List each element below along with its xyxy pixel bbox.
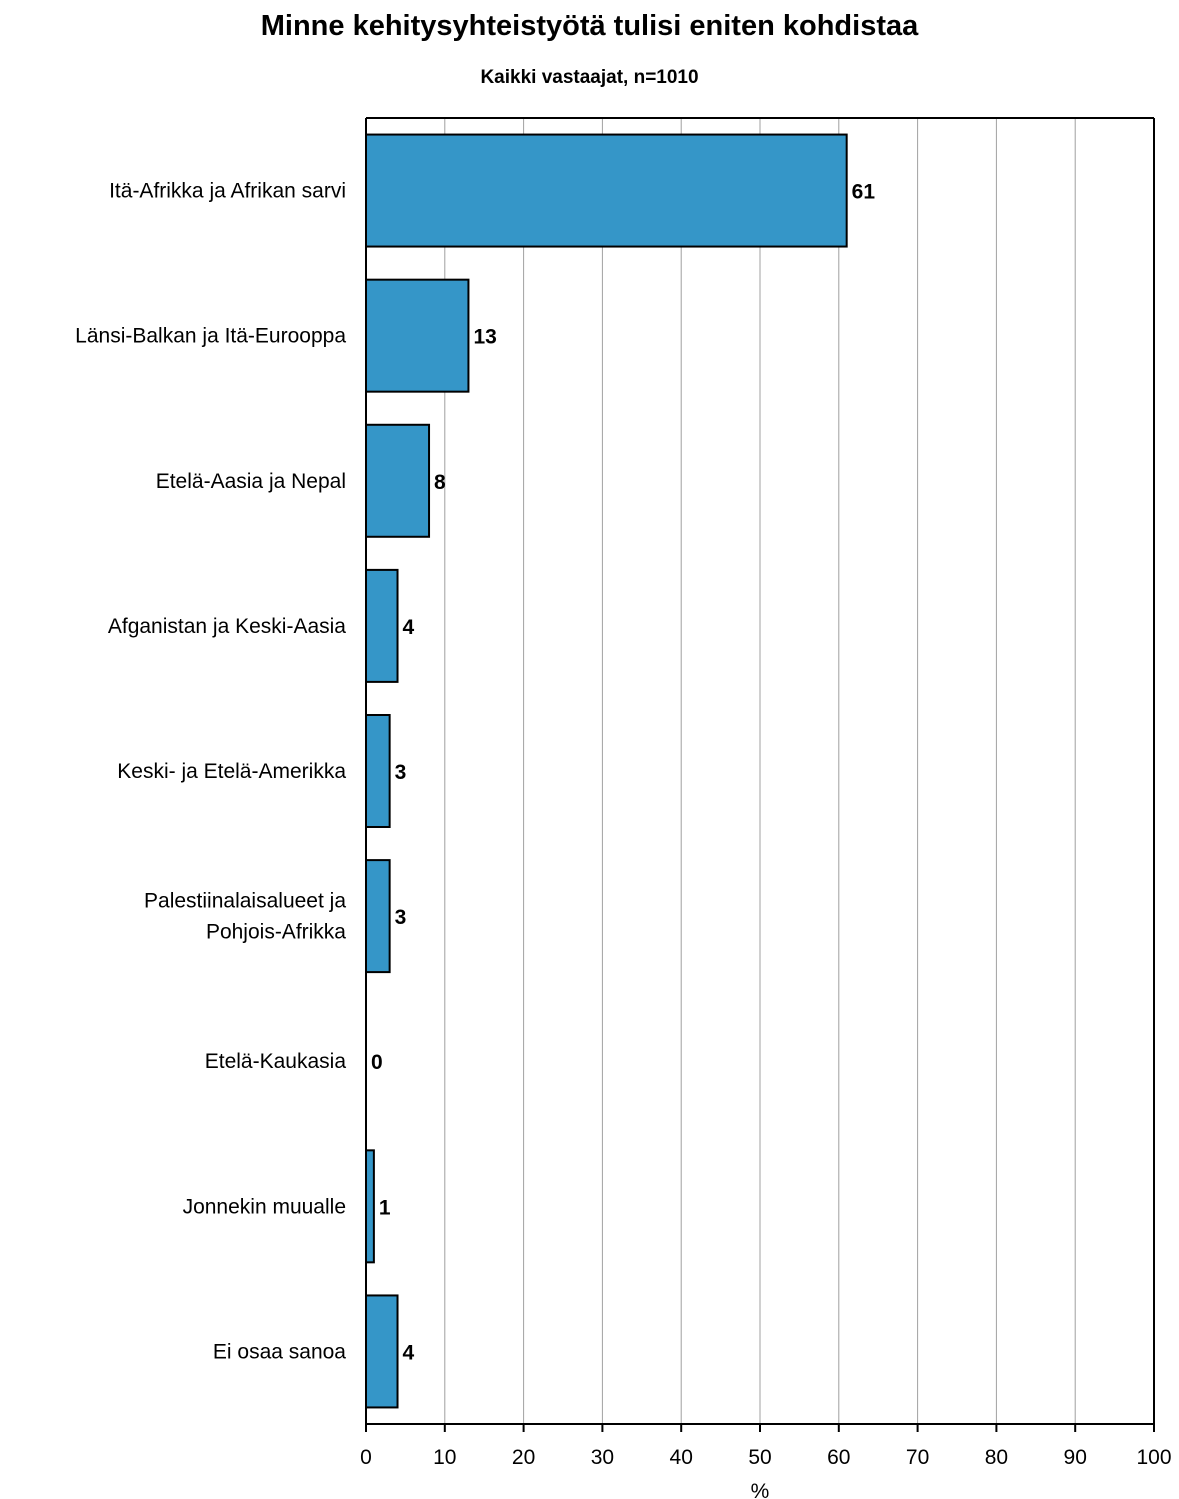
bar-3	[365, 568, 399, 683]
value-label-7: 1	[379, 1196, 391, 1219]
category-label-7: Jonnekin muualle	[183, 1195, 346, 1218]
bar-5	[365, 859, 391, 974]
x-tick-label-90: 90	[1064, 1446, 1087, 1469]
x-tick-label-60: 60	[827, 1446, 850, 1469]
x-tick-label-80: 80	[985, 1446, 1008, 1469]
x-tick-label-20: 20	[512, 1446, 535, 1469]
category-label-1: Länsi-Balkan ja Itä-Eurooppa	[75, 325, 346, 348]
value-label-3: 4	[403, 616, 415, 639]
bar-2	[365, 423, 431, 538]
bars	[365, 133, 848, 1409]
gridlines	[444, 118, 1155, 1424]
labels: Itä-Afrikka ja Afrikan sarvi 61 Länsi-Balk…	[75, 180, 1171, 1499]
category-label-6: Etelä-Kaukasia	[205, 1050, 347, 1073]
value-label-5: 3	[395, 906, 407, 929]
x-tick-label-40: 40	[670, 1446, 693, 1469]
x-tick-label-70: 70	[906, 1446, 929, 1469]
bar-0	[365, 133, 848, 248]
category-label-3: Afganistan ja Keski-Aasia	[108, 615, 346, 638]
category-label-5-line-0: Palestiinalaisalueet ja	[144, 890, 346, 913]
chart-subtitle: Kaikki vastaajat, n=1010	[480, 67, 699, 88]
category-label-2: Etelä-Aasia ja Nepal	[156, 470, 346, 493]
x-tick-label-0: 0	[360, 1446, 372, 1469]
bar-4	[365, 714, 391, 828]
value-label-4: 3	[395, 761, 407, 784]
value-label-1: 13	[473, 326, 496, 349]
value-label-8: 4	[403, 1341, 415, 1364]
category-label-5-line-1: Pohjois-Afrikka	[206, 921, 346, 944]
axes	[365, 117, 1155, 1432]
bar-7	[365, 1149, 375, 1264]
x-tick-label-30: 30	[591, 1446, 614, 1469]
category-label-0: Itä-Afrikka ja Afrikan sarvi	[109, 180, 346, 203]
x-tick-label-50: 50	[748, 1446, 771, 1469]
value-label-0: 61	[852, 181, 876, 204]
bar-1	[365, 278, 470, 393]
value-label-6: 0	[371, 1051, 383, 1074]
x-axis-title: %	[751, 1480, 770, 1499]
chart-title: Minne kehitysyhteistyötä tulisi eniten k…	[260, 10, 919, 42]
category-label-8: Ei osaa sanoa	[213, 1340, 346, 1363]
bar-8	[365, 1294, 399, 1409]
value-label-2: 8	[434, 471, 446, 494]
x-tick-label-10: 10	[433, 1446, 456, 1469]
x-tick-label-100: 100	[1136, 1446, 1171, 1469]
category-label-4: Keski- ja Etelä-Amerikka	[117, 760, 346, 783]
